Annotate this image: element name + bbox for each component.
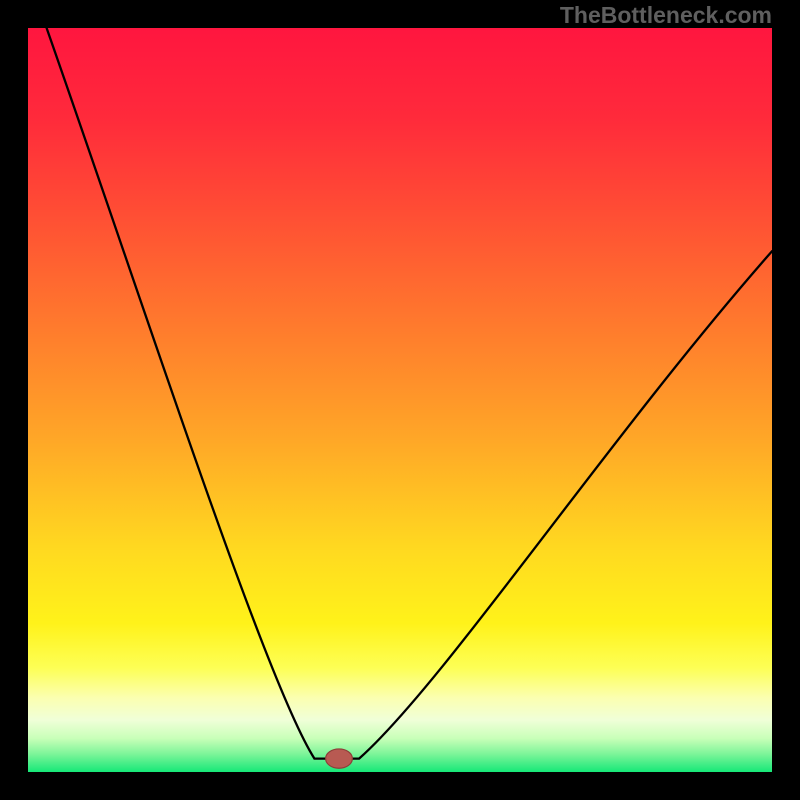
chart-frame: TheBottleneck.com [0, 0, 800, 800]
plot-background [28, 28, 772, 772]
minimum-marker [326, 749, 353, 768]
bottleneck-chart [0, 0, 800, 800]
watermark-text: TheBottleneck.com [560, 2, 772, 29]
